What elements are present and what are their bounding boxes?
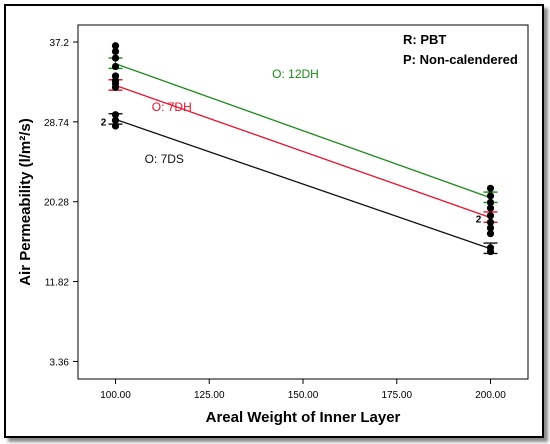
y-tick-label: 11.82 [45,278,70,289]
tick-layer: 100.00 125.00 150.00 175.00 200.00 3.36 11.82 2… [44,38,506,401]
data-point [111,42,120,50]
series-label: O: 7DS [145,152,184,166]
data-point [486,204,495,212]
data-point [111,54,120,62]
y-tick-label: 37.2 [50,38,70,49]
data-point [486,247,495,256]
data-point [486,212,495,220]
annotation-material: R: PBT [403,32,446,47]
y-axis-title: Air Permeability (l/m²/s) [17,118,34,286]
x-tick-label: 150.00 [288,390,319,401]
x-tick-label: 100.00 [100,390,131,401]
y-tick-label: 28.74 [44,118,69,129]
data-point [111,111,120,119]
series-line [115,63,491,199]
y-tick-label: 3.36 [50,357,70,368]
data-point [486,192,495,200]
series-layer: O: 12DH O: 7DH O: 7DS [108,57,498,255]
data-point [111,47,120,56]
data-point [486,230,495,238]
points-layer: 22 [101,42,495,256]
data-point [486,224,495,232]
series-group: O: 12DH [108,57,498,204]
series-line [115,84,491,219]
series-line [115,118,491,250]
x-tick-label: 125.00 [194,390,225,401]
y-tick-label: 20.28 [44,198,69,209]
series-label: O: 7DH [152,100,192,114]
data-point [486,198,495,207]
data-point [111,116,120,124]
data-point [111,62,120,71]
data-point [486,218,495,226]
data-point [111,122,120,130]
point-count-label: 2 [476,215,482,226]
series-group: O: 7DS [108,113,498,255]
annotation-calendering: P: Non-calendered [403,52,518,67]
x-tick-label: 200.00 [475,390,506,401]
series-label: O: 12DH [272,67,319,81]
data-point [486,184,495,192]
data-point [111,83,120,91]
point-count-label: 2 [101,117,107,128]
x-axis-title: Areal Weight of Inner Layer [206,409,401,426]
x-tick-label: 175.00 [381,390,412,401]
